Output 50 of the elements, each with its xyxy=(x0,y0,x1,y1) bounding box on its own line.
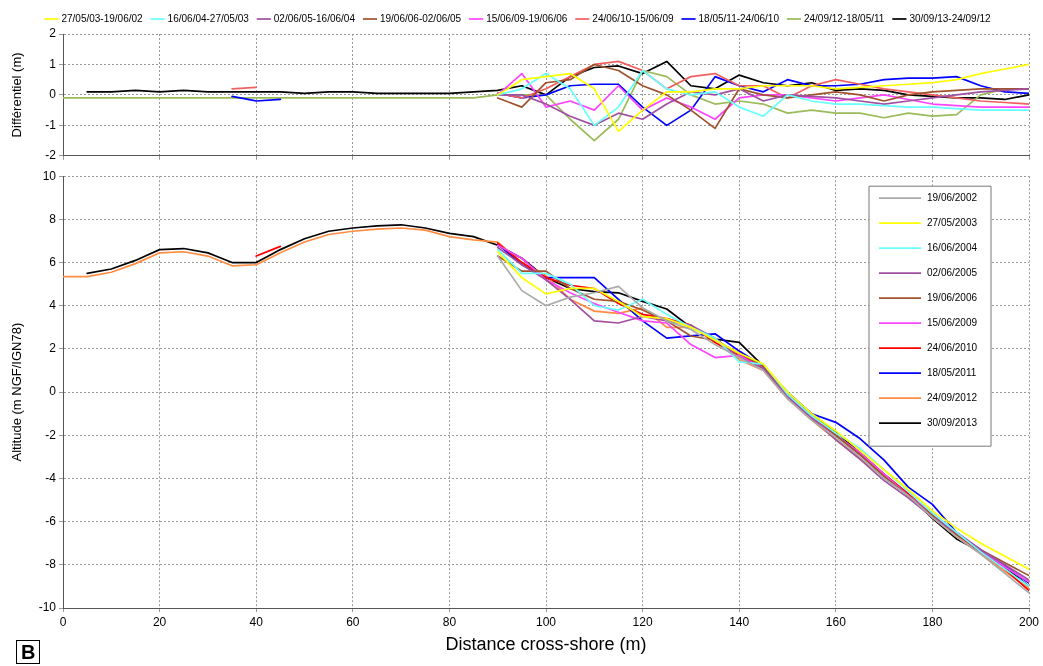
legend-label: 24/09/2012 xyxy=(927,391,978,403)
legend-label: 24/06/2010 xyxy=(927,341,978,353)
x-tick-label: 160 xyxy=(825,614,847,629)
legend-label: 19/06/2002 xyxy=(927,191,978,203)
x-axis-title: Distance cross-shore (m) xyxy=(445,634,647,655)
y-axis-title: Altitude (m NGF/IGN78) xyxy=(9,322,25,462)
y-tick-label: 8 xyxy=(49,211,57,226)
y-axis-title: Différentiel (m) xyxy=(9,52,25,138)
legend-label: 16/06/04-27/05/03 xyxy=(167,12,250,24)
x-tick-label: 120 xyxy=(632,614,653,629)
y-tick-label: 0 xyxy=(49,384,57,399)
x-tick-label: 80 xyxy=(442,614,457,629)
x-tick-label: 100 xyxy=(535,614,557,629)
y-tick-label: -2 xyxy=(45,427,57,442)
y-tick-label: -1 xyxy=(45,117,57,132)
legend-label: 18/05/2011 xyxy=(927,366,977,378)
legend-label: 19/06/2006 xyxy=(927,291,978,303)
y-tick-label: 10 xyxy=(42,168,57,183)
x-tick-label: 60 xyxy=(346,614,360,629)
legend-label: 24/06/10-15/06/09 xyxy=(592,12,674,24)
y-tick-label: -2 xyxy=(45,148,57,163)
y-tick-label: 2 xyxy=(49,341,57,356)
x-tick-label: 200 xyxy=(1018,614,1040,629)
x-tick-label: 0 xyxy=(59,614,67,629)
y-tick-label: 2 xyxy=(49,26,57,41)
y-tick-label: -4 xyxy=(45,470,57,485)
legend-label: 30/09/13-24/09/12 xyxy=(909,12,992,24)
legend-label: 02/06/05-16/06/04 xyxy=(273,12,356,24)
y-tick-label: -8 xyxy=(45,557,57,572)
x-tick-label: 20 xyxy=(152,614,167,629)
legend-label: 16/06/2004 xyxy=(927,241,978,253)
y-tick-label: -10 xyxy=(38,600,57,615)
text: B xyxy=(16,640,41,664)
y-tick-label: 6 xyxy=(49,254,57,269)
x-tick-label: 40 xyxy=(249,614,264,629)
legend-label: 27/05/03-19/06/02 xyxy=(61,12,144,24)
legend-label: 27/05/2003 xyxy=(927,216,978,228)
y-tick-label: -6 xyxy=(45,513,57,528)
legend-label: 24/09/12-18/05/11 xyxy=(803,12,885,24)
legend-label: 15/06/09-19/06/06 xyxy=(486,12,568,24)
y-tick-label: 1 xyxy=(49,56,57,71)
y-tick-label: 4 xyxy=(49,298,57,313)
x-tick-label: 180 xyxy=(922,614,943,629)
y-tick-label: 0 xyxy=(49,87,57,102)
x-tick-label: 140 xyxy=(729,614,750,629)
legend-label: 18/05/11-24/06/10 xyxy=(698,12,780,24)
legend-label: 30/09/2013 xyxy=(927,416,978,428)
legend-label: 19/06/06-02/06/05 xyxy=(379,12,462,24)
legend-label: 15/06/2009 xyxy=(927,316,978,328)
legend-label: 02/06/2005 xyxy=(927,266,978,278)
